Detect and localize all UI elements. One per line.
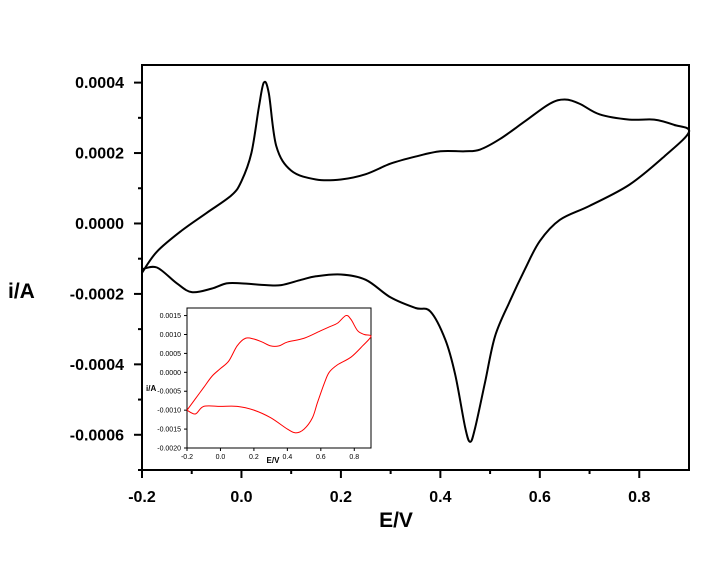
main-y-tick-label: -0.0004 <box>70 357 124 374</box>
main-x-axis-title: E/V <box>379 509 413 532</box>
main-y-tick-label: -0.0002 <box>70 287 124 304</box>
main-plot-frame <box>141 64 690 471</box>
inset-x-axis-title: E/V <box>267 456 281 465</box>
main-series-line-0 <box>141 80 691 443</box>
inset-chart: 0.0015 0.0010 0.0005 0.0000 -0.0005 -0.0010 -0… <box>146 307 372 465</box>
inset-series-line-0 <box>186 314 372 434</box>
main-x-tick-label: 0.6 <box>529 489 551 506</box>
inset-y-tick-label: 0.0010 <box>160 332 182 339</box>
main-y-tick-label: 0.0004 <box>75 75 124 92</box>
inset-y-tick-label: 0.0005 <box>160 351 182 358</box>
inset-y-tick-label: 0.0015 <box>160 313 182 320</box>
main-y-tick-label: 0.0002 <box>75 146 124 163</box>
main-y-tick-label: 0.0000 <box>75 216 124 233</box>
inset-x-tick-label: 0.0 <box>216 454 226 461</box>
main-x-tick-label: 0.8 <box>628 489 650 506</box>
inset-y-tick-label: -0.0020 <box>157 445 181 452</box>
inset-y-tick-label: -0.0005 <box>157 389 181 396</box>
inset-x-tick-label: 0.4 <box>282 454 292 461</box>
main-x-tick-label: -0.2 <box>128 489 156 506</box>
inset-y-axis-title: i/A <box>146 384 156 393</box>
inset-y-tick-label: 0.0000 <box>160 370 182 377</box>
main-chart: 0.0004 0.0002 0.0000 -0.0002 -0.0004 -0.0006 -… <box>8 64 691 532</box>
inset-y-tick-label: -0.0015 <box>157 427 181 434</box>
inset-x-tick-label: 0.6 <box>316 454 326 461</box>
inset-plot-frame <box>186 307 372 449</box>
inset-x-tick-label: -0.2 <box>181 454 193 461</box>
main-y-tick-label: -0.0006 <box>70 427 124 444</box>
main-x-tick-label: 0.0 <box>230 489 252 506</box>
inset-x-tick-label: 0.2 <box>249 454 259 461</box>
main-x-tick-label: 0.2 <box>330 489 352 506</box>
main-x-tick-label: 0.4 <box>429 489 451 506</box>
main-y-axis-title: i/A <box>8 280 35 303</box>
inset-y-tick-label: -0.0010 <box>157 408 181 415</box>
inset-x-tick-label: 0.8 <box>349 454 359 461</box>
